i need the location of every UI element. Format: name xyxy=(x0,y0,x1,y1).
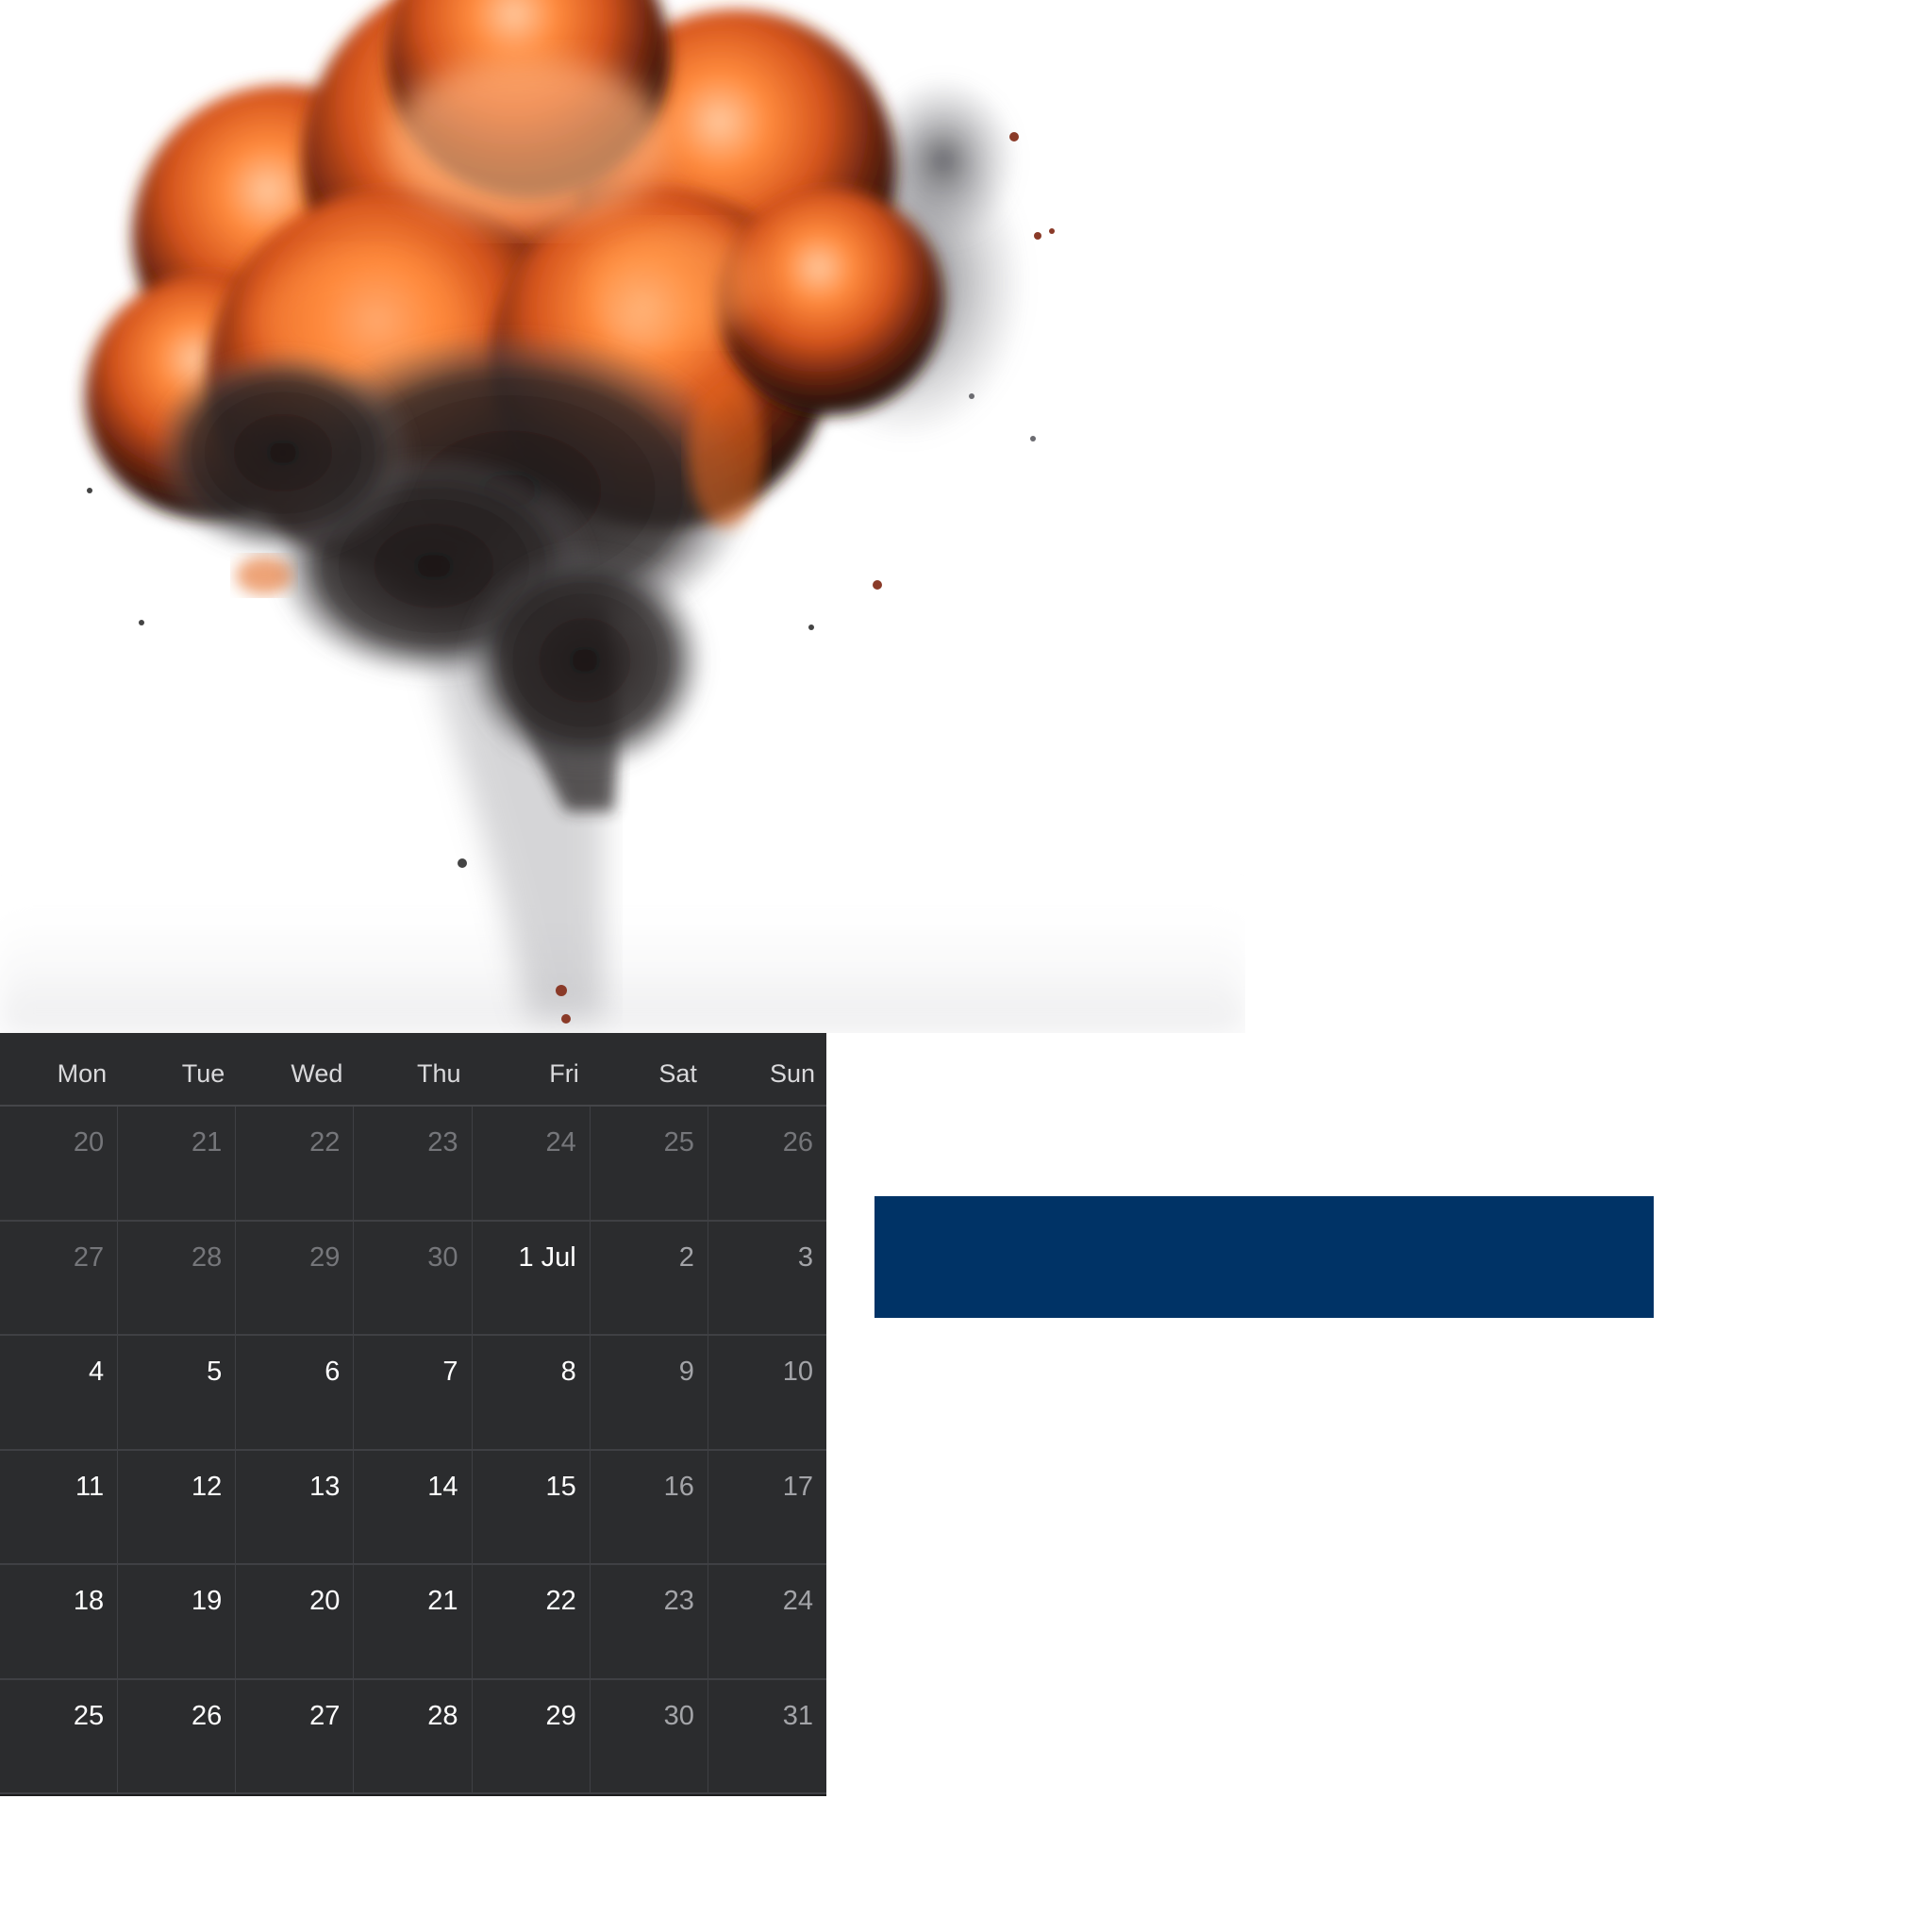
calendar-day-cell[interactable]: 17 xyxy=(708,1451,826,1565)
calendar-day-cell[interactable]: 10 xyxy=(708,1336,826,1451)
weekday-label-thu: Thu xyxy=(417,1059,461,1088)
explosion-image xyxy=(0,0,1245,1033)
calendar-day-cell[interactable]: 3 xyxy=(708,1222,826,1336)
weekday-header-row: Mon Tue Wed Thu Fri Sat Sun xyxy=(0,1033,826,1107)
calendar-day-cell[interactable]: 11 xyxy=(0,1450,119,1565)
calendar-day-cell[interactable]: 9 xyxy=(590,1336,708,1451)
weekday-label-sat: Sat xyxy=(658,1059,697,1088)
calendar-day-cell[interactable]: 23 xyxy=(354,1107,473,1222)
navy-banner xyxy=(874,1196,1654,1318)
calendar-day-cell[interactable]: 22 xyxy=(472,1565,591,1680)
calendar-day-cell[interactable]: 29 xyxy=(236,1221,355,1336)
calendar-day-cell[interactable]: 24 xyxy=(708,1565,826,1680)
calendar-day-cell[interactable]: 21 xyxy=(118,1107,237,1222)
calendar-day-cell[interactable]: 5 xyxy=(118,1336,237,1451)
calendar-day-cell[interactable]: 24 xyxy=(472,1107,591,1222)
calendar-day-cell[interactable]: 12 xyxy=(118,1450,237,1565)
calendar-day-cell[interactable]: 1 Jul xyxy=(472,1221,591,1336)
calendar-day-cell[interactable]: 29 xyxy=(472,1679,591,1794)
weekday-label-wed: Wed xyxy=(291,1059,343,1088)
calendar-day-cell[interactable]: 6 xyxy=(236,1336,355,1451)
calendar-day-cell[interactable]: 27 xyxy=(0,1221,119,1336)
calendar-day-cell[interactable]: 30 xyxy=(590,1679,708,1794)
calendar-day-cell[interactable]: 26 xyxy=(708,1107,826,1222)
weekday-label-mon: Mon xyxy=(57,1059,108,1088)
calendar-day-cell[interactable]: 13 xyxy=(236,1450,355,1565)
calendar-day-cell[interactable]: 7 xyxy=(354,1336,473,1451)
calendar-day-cell[interactable]: 4 xyxy=(0,1336,119,1451)
calendar-day-cell[interactable]: 25 xyxy=(0,1679,119,1794)
calendar-day-cell[interactable]: 16 xyxy=(590,1450,708,1565)
calendar-day-cell[interactable]: 18 xyxy=(0,1565,119,1680)
calendar-day-cell[interactable]: 8 xyxy=(472,1336,591,1451)
weekday-label-tue: Tue xyxy=(181,1059,225,1088)
calendar-day-cell[interactable]: 20 xyxy=(0,1107,119,1222)
calendar-day-cell[interactable]: 26 xyxy=(118,1679,237,1794)
explosion-icon xyxy=(0,0,1245,1033)
calendar-day-cell[interactable]: 15 xyxy=(472,1450,591,1565)
calendar-day-cell[interactable]: 28 xyxy=(118,1221,237,1336)
weekday-label-sun: Sun xyxy=(769,1059,815,1088)
calendar-grid: 20 21 22 23 24 25 26 27 28 29 30 1 Jul 2 3 4 5 6 7 8 9 10 11 1… xyxy=(0,1107,826,1794)
calendar-day-cell[interactable]: 31 xyxy=(708,1680,826,1794)
calendar-day-cell[interactable]: 20 xyxy=(236,1565,355,1680)
calendar-day-cell[interactable]: 23 xyxy=(590,1565,708,1680)
calendar-day-cell[interactable]: 28 xyxy=(354,1679,473,1794)
calendar-day-cell[interactable]: 21 xyxy=(354,1565,473,1680)
calendar-day-cell[interactable]: 19 xyxy=(118,1565,237,1680)
calendar-day-cell[interactable]: 30 xyxy=(354,1221,473,1336)
calendar-month-view: Mon Tue Wed Thu Fri Sat Sun 20 21 22 23 24 25 26 27 28… xyxy=(0,1033,826,1796)
calendar-day-cell[interactable]: 25 xyxy=(590,1107,708,1222)
calendar-day-cell[interactable]: 2 xyxy=(590,1221,708,1336)
calendar-day-cell[interactable]: 27 xyxy=(236,1679,355,1794)
calendar-day-cell[interactable]: 22 xyxy=(236,1107,355,1222)
calendar-day-cell[interactable]: 14 xyxy=(354,1450,473,1565)
weekday-label-fri: Fri xyxy=(549,1059,579,1088)
